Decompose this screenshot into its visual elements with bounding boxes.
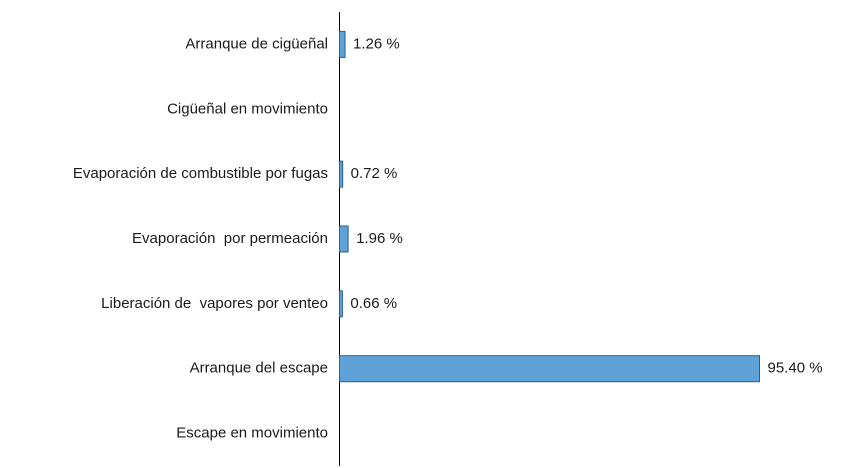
value-label: 1.96 %	[356, 230, 403, 247]
category-label: Escape en movimiento	[176, 425, 328, 442]
category-label: Evaporación de combustible por fugas	[73, 165, 328, 182]
bar	[339, 355, 760, 383]
value-label: 0.72 %	[351, 165, 398, 182]
bar	[339, 160, 344, 188]
category-label: Evaporación por permeación	[132, 230, 328, 247]
category-label: Arranque del escape	[190, 360, 328, 377]
bar	[339, 290, 343, 318]
value-label: 1.26 %	[353, 35, 400, 52]
bar	[339, 30, 346, 58]
category-label: Cigüeñal en movimiento	[167, 100, 328, 117]
category-label: Arranque de cigüeñal	[185, 35, 328, 52]
value-label: 95.40 %	[768, 360, 823, 377]
value-label: 0.66 %	[350, 295, 397, 312]
category-label: Liberación de vapores por venteo	[101, 295, 328, 312]
bar	[339, 225, 349, 253]
